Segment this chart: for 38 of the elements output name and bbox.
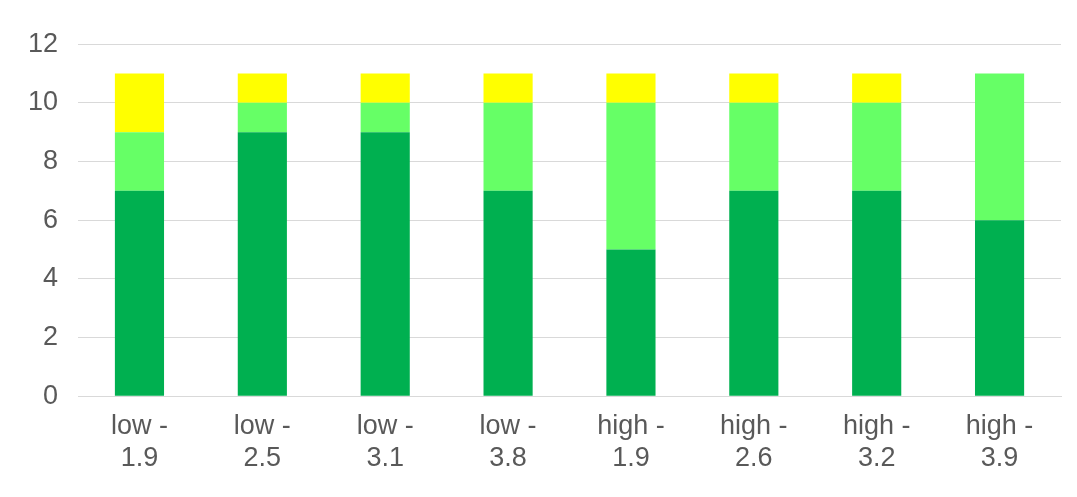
bar	[483, 190, 533, 396]
y-tick-label: 6	[43, 203, 59, 234]
x-tick-label: high - 3.9	[965, 409, 1034, 473]
bar	[606, 102, 656, 250]
bar	[237, 102, 287, 133]
bar	[852, 73, 902, 103]
y-tick-label: 10	[27, 86, 59, 117]
y-tick-label: 8	[43, 144, 59, 175]
bar	[729, 190, 779, 396]
bar	[729, 73, 779, 103]
bar	[974, 220, 1025, 396]
bar	[237, 73, 287, 103]
bar	[606, 73, 656, 103]
bar	[360, 102, 410, 133]
x-tick-label: high - 3.2	[842, 409, 911, 473]
bar	[114, 73, 165, 133]
x-tick-label: low - 1.9	[110, 409, 168, 473]
bar	[974, 73, 1025, 221]
bar	[237, 132, 287, 396]
bar	[606, 249, 656, 396]
y-tick-label: 2	[43, 320, 59, 351]
x-tick-label: low - 3.1	[356, 409, 414, 473]
y-tick-label: 12	[27, 27, 59, 58]
bar	[729, 102, 779, 191]
y-tick-label: 0	[43, 379, 59, 410]
x-tick-label: high - 1.9	[597, 409, 665, 473]
bar	[360, 132, 410, 396]
bar	[114, 132, 165, 191]
x-tick-label: low - 2.5	[233, 409, 291, 473]
x-tick-label: high - 2.6	[720, 409, 788, 473]
bar	[483, 102, 533, 191]
bar	[360, 73, 410, 103]
bar	[852, 190, 902, 396]
bar	[483, 73, 533, 103]
bar	[852, 102, 902, 191]
x-tick-label: low - 3.8	[479, 409, 537, 473]
y-tick-label: 4	[43, 262, 59, 293]
bar	[114, 190, 165, 396]
